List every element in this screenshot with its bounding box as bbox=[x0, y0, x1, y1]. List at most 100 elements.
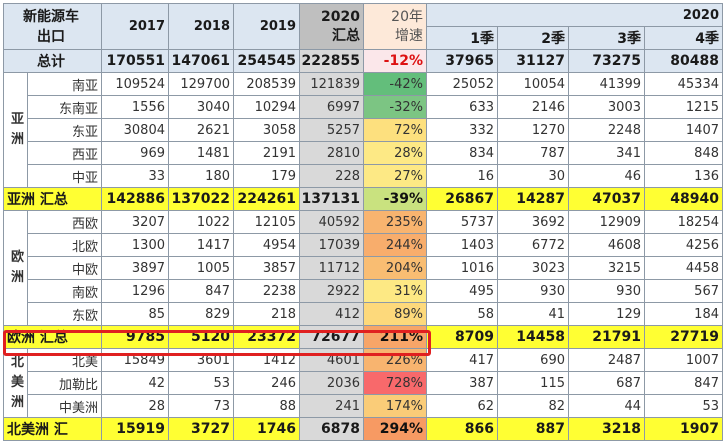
row-label: 北美洲 汇 bbox=[3, 417, 102, 441]
cell-v2019: 4954 bbox=[233, 233, 300, 257]
region-label: 中欧 bbox=[27, 256, 102, 280]
header-growth: 20年 增速 bbox=[363, 3, 427, 50]
header-q3: 3季 bbox=[568, 26, 645, 50]
group-europe: 欧洲 bbox=[3, 210, 28, 326]
cell-q3: 21791 bbox=[568, 325, 645, 349]
cell-growth: 72% bbox=[363, 118, 427, 142]
region-label: 南欧 bbox=[27, 279, 102, 303]
cell-v2018: 137022 bbox=[168, 187, 234, 211]
cell-2020-total: 222855 bbox=[299, 49, 364, 73]
cell-q4: 18254 bbox=[644, 210, 723, 234]
cell-2020-total: 2810 bbox=[299, 141, 364, 165]
cell-v2017: 30804 bbox=[101, 118, 169, 142]
cell-growth: 235% bbox=[363, 210, 427, 234]
cell-v2019: 1412 bbox=[233, 348, 300, 372]
cell-q1: 25052 bbox=[426, 72, 498, 96]
cell-q3: 129 bbox=[568, 302, 645, 326]
cell-q1: 8709 bbox=[426, 325, 498, 349]
group-asia: 亚洲 bbox=[3, 72, 28, 188]
table-row: 南欧 1296 847 2238 2922 31% 495 930 930 567 bbox=[4, 279, 723, 303]
cell-q4: 80488 bbox=[644, 49, 723, 73]
cell-growth: 31% bbox=[363, 279, 427, 303]
cell-v2017: 42 bbox=[101, 371, 169, 395]
cell-q3: 341 bbox=[568, 141, 645, 165]
cell-q4: 45334 bbox=[644, 72, 723, 96]
cell-v2018: 5120 bbox=[168, 325, 234, 349]
group-label-char: 亚 bbox=[10, 112, 24, 127]
cell-v2019: 2238 bbox=[233, 279, 300, 303]
header-2019: 2019 bbox=[233, 3, 300, 50]
cell-v2017: 3207 bbox=[101, 210, 169, 234]
cell-q1: 1016 bbox=[426, 256, 498, 280]
table-row: 加勒比 42 53 246 2036 728% 387 115 687 847 bbox=[4, 371, 723, 395]
cell-q3: 44 bbox=[568, 394, 645, 418]
header-growth-line2: 增速 bbox=[395, 27, 423, 44]
cell-q3: 2487 bbox=[568, 348, 645, 372]
cell-v2019: 10294 bbox=[233, 95, 300, 119]
group-north-america: 北美洲 bbox=[3, 348, 28, 418]
table-row: 东亚 30804 2621 3058 5257 72% 332 1270 2248 1407 bbox=[4, 118, 723, 142]
cell-v2018: 73 bbox=[168, 394, 234, 418]
cell-growth: 28% bbox=[363, 141, 427, 165]
cell-q1: 834 bbox=[426, 141, 498, 165]
table-row: 北美洲北美 15849 3601 1412 4601 226% 417 690 2487 1007 bbox=[3, 348, 723, 418]
cell-q3: 687 bbox=[568, 371, 645, 395]
table-body: 新能源车 出口 2017 2018 2019 2020 汇总 20年 增速 20… bbox=[3, 3, 723, 441]
row-label: 欧洲 汇总 bbox=[3, 325, 102, 349]
header-2017: 2017 bbox=[101, 3, 169, 50]
table-row: 东欧 85 829 218 412 89% 58 41 129 184 bbox=[4, 302, 723, 326]
cell-v2019: 3058 bbox=[233, 118, 300, 142]
cell-q2: 41 bbox=[497, 302, 569, 326]
cell-v2017: 1556 bbox=[101, 95, 169, 119]
cell-v2017: 9785 bbox=[101, 325, 169, 349]
cell-q2: 30 bbox=[497, 164, 569, 188]
cell-2020-total: 17039 bbox=[299, 233, 364, 257]
header-2018: 2018 bbox=[168, 3, 234, 50]
header-growth-line1: 20年 bbox=[391, 8, 423, 25]
header-q4: 4季 bbox=[644, 26, 723, 50]
cell-q4: 48940 bbox=[644, 187, 723, 211]
cell-2020-total: 2036 bbox=[299, 371, 364, 395]
header-2020-line1: 2020 bbox=[321, 8, 360, 25]
cell-q2: 31127 bbox=[497, 49, 569, 73]
cell-v2019: 254545 bbox=[233, 49, 300, 73]
cell-q1: 58 bbox=[426, 302, 498, 326]
cell-q4: 136 bbox=[644, 164, 723, 188]
cell-q4: 1215 bbox=[644, 95, 723, 119]
group-label-char: 美 bbox=[10, 375, 24, 390]
cell-q4: 567 bbox=[644, 279, 723, 303]
cell-v2017: 15919 bbox=[101, 417, 169, 441]
cell-q3: 3003 bbox=[568, 95, 645, 119]
row-label: 总计 bbox=[3, 49, 102, 73]
cell-v2018: 2621 bbox=[168, 118, 234, 142]
table-header-quarters-row: 1季 2季 3季 4季 bbox=[4, 26, 723, 50]
cell-q2: 2146 bbox=[497, 95, 569, 119]
cell-2020-total: 121839 bbox=[299, 72, 364, 96]
cell-v2018: 180 bbox=[168, 164, 234, 188]
group-label-char: 北 bbox=[10, 355, 24, 370]
cell-q4: 4256 bbox=[644, 233, 723, 257]
cell-v2018: 147061 bbox=[168, 49, 234, 73]
cell-v2019: 3857 bbox=[233, 256, 300, 280]
cell-v2017: 15849 bbox=[101, 348, 169, 372]
cell-q2: 1270 bbox=[497, 118, 569, 142]
cell-growth: -32% bbox=[363, 95, 427, 119]
cell-growth: 211% bbox=[363, 325, 427, 349]
region-subtotal-row: 北美洲 汇 15919 3727 1746 6878 294% 866 887 3218 1907 bbox=[3, 417, 723, 441]
cell-q1: 26867 bbox=[426, 187, 498, 211]
cell-growth: 728% bbox=[363, 371, 427, 395]
cell-q1: 387 bbox=[426, 371, 498, 395]
cell-q4: 4458 bbox=[644, 256, 723, 280]
cell-2020-total: 6997 bbox=[299, 95, 364, 119]
cell-q1: 37965 bbox=[426, 49, 498, 73]
header-q1: 1季 bbox=[426, 26, 498, 50]
cell-q3: 4608 bbox=[568, 233, 645, 257]
cell-q1: 16 bbox=[426, 164, 498, 188]
table-row: 中欧 3897 1005 3857 11712 204% 1016 3023 3215 4458 bbox=[4, 256, 723, 280]
row-label: 亚洲 汇总 bbox=[3, 187, 102, 211]
cell-q3: 3215 bbox=[568, 256, 645, 280]
cell-v2019: 1746 bbox=[233, 417, 300, 441]
cell-q4: 847 bbox=[644, 371, 723, 395]
cell-growth: 294% bbox=[363, 417, 427, 441]
